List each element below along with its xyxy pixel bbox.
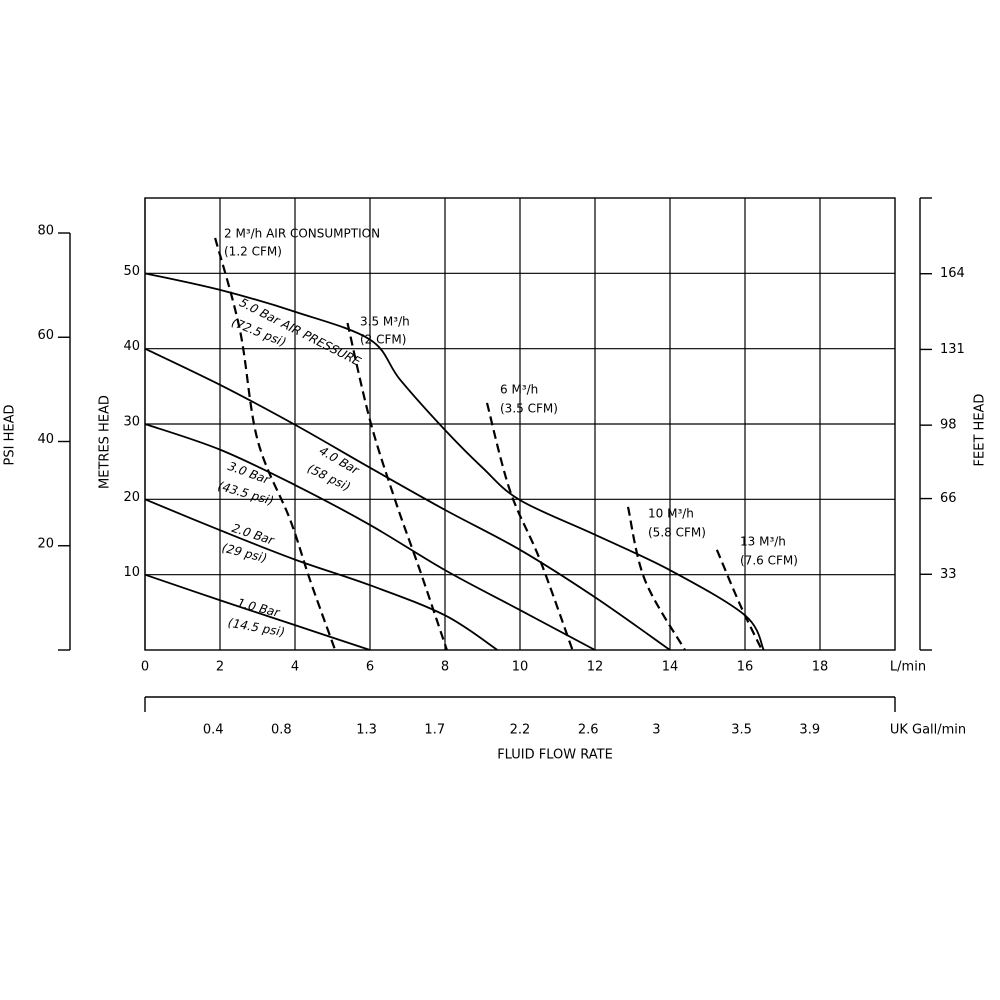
feet-tick-label: 33 [940,567,957,582]
x-tick-label: 2 [216,660,224,675]
curve-name: 13 M³/h [740,535,786,549]
pressure-curve [144,498,498,651]
psi-tick-label: 40 [37,432,54,447]
y-tick-label: 40 [123,339,140,354]
y-tick-label: 10 [123,565,140,580]
pressure-curve [144,272,765,651]
feet-tick-label: 66 [940,491,957,506]
feet-tick-label: 131 [940,342,965,357]
pressure-curve [144,573,371,651]
feet-tick-label: 164 [940,266,965,281]
psi-tick-label: 80 [37,224,54,239]
x-axis-title: FLUID FLOW RATE [497,748,613,763]
x-tick-label: 6 [366,660,374,675]
pressure-curve [144,347,671,651]
x2-tick-label: 1.3 [356,723,377,738]
x-tick-label: 4 [291,660,299,675]
x-tick-label: 18 [812,660,829,675]
x-tick-label: 8 [441,660,449,675]
x-tick-label: 14 [662,660,679,675]
x2-tick-label: 1.7 [424,723,445,738]
x2-tick-label: 0.8 [271,723,292,738]
curve-note: (1.2 CFM) [224,245,282,259]
curve-name: 10 M³/h [648,507,694,521]
air-consumption-curve [485,402,574,651]
x2-tick-label: 2.6 [578,723,599,738]
pressure-curve [144,423,596,651]
feet-tick-label: 98 [940,418,957,433]
air-consumption-curve [626,506,686,651]
psi-tick-label: 60 [37,328,54,343]
air-consumption-curve [346,322,448,651]
curve-note: (2 CFM) [360,333,406,347]
x-tick-label: 16 [737,660,754,675]
psi-tick-label: 20 [37,536,54,551]
curve-note: (5.8 CFM) [648,526,706,540]
x2-tick-label: 0.4 [203,723,224,738]
x-tick-label: 0 [141,660,149,675]
x-tick-label: 12 [587,660,604,675]
x2-tick-label: 3.5 [731,723,752,738]
x2-tick-label: 3.9 [799,723,820,738]
air-consumption-curve [715,549,763,651]
x2-unit-label: UK Gall/min [890,723,966,738]
x2-tick-label: 3 [652,723,660,738]
y-tick-label: 30 [123,415,140,430]
curve-note: (3.5 CFM) [500,402,558,416]
curve-name: 3.5 M³/h [360,315,410,329]
feet-axis-title: FEET HEAD [973,394,988,467]
y-tick-label: 20 [123,490,140,505]
x2-tick-label: 2.2 [510,723,531,738]
psi-axis-title: PSI HEAD [3,405,18,466]
y-axis-title: METRES HEAD [98,395,113,489]
curve-note: (7.6 CFM) [740,554,798,568]
x-tick-label: 10 [512,660,529,675]
curve-name: 6 M³/h [500,383,538,397]
y-tick-label: 50 [123,264,140,279]
x-unit-label: L/min [890,660,926,675]
curve-name: 2 M³/h AIR CONSUMPTION [224,227,380,241]
